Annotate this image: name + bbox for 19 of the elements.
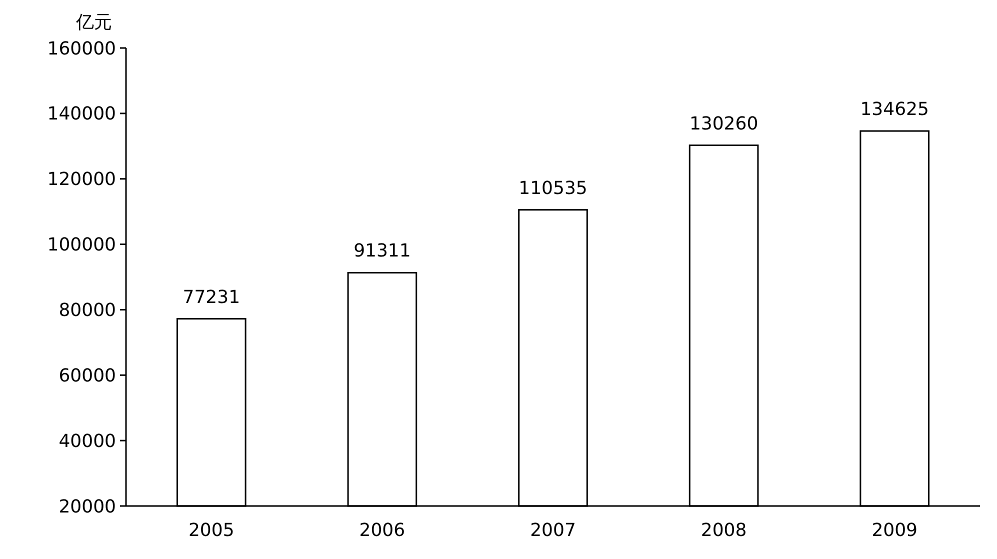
y-axis-title: 亿元 — [75, 12, 112, 33]
y-tick-label: 40000 — [58, 430, 116, 452]
data-label: 130260 — [689, 113, 758, 134]
data-label: 134625 — [860, 99, 929, 120]
y-tick-label: 140000 — [47, 104, 116, 125]
x-tick-label: 2009 — [872, 520, 918, 541]
y-tick-label: 60000 — [58, 365, 116, 386]
y-tick-label: 80000 — [58, 300, 116, 322]
y-tick-label: 100000 — [47, 234, 116, 256]
data-label: 77231 — [182, 286, 240, 308]
data-label: 91311 — [354, 240, 411, 262]
y-tick-label: 120000 — [47, 169, 116, 190]
y-tick-label: 160000 — [47, 38, 116, 60]
x-tick-label: 2005 — [188, 520, 234, 541]
x-tick-label: 2007 — [530, 520, 576, 541]
data-label: 110535 — [518, 178, 588, 199]
y-tick-label: 20000 — [58, 496, 116, 518]
x-tick-label: 2006 — [359, 520, 406, 541]
x-tick-label: 2008 — [700, 520, 747, 541]
